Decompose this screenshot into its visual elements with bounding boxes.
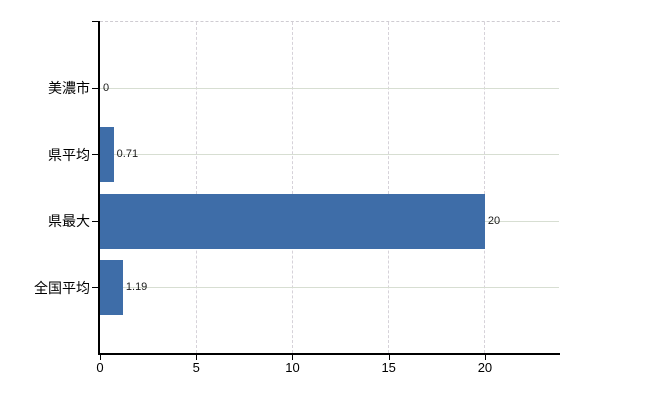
x-axis-tick-label: 15 xyxy=(381,360,396,375)
y-axis-end-tick xyxy=(92,21,99,22)
y-axis-line xyxy=(98,21,100,355)
category-label: 全国平均 xyxy=(34,279,90,296)
category-label: 美濃市 xyxy=(48,80,90,96)
value-label: 20 xyxy=(487,214,501,227)
value-label: 0.71 xyxy=(116,148,139,160)
x-axis-tick xyxy=(388,355,390,360)
value-label: 1.19 xyxy=(125,281,148,293)
x-axis-line xyxy=(98,353,560,355)
vertical-gridline xyxy=(291,22,293,353)
x-axis-tick xyxy=(484,355,486,360)
category-label: 県最大 xyxy=(48,213,90,229)
vertical-gridline xyxy=(388,22,390,353)
x-axis-tick-label: 5 xyxy=(192,360,200,375)
bar xyxy=(100,127,114,182)
x-axis-tick-label: 20 xyxy=(477,360,493,375)
y-axis-tick xyxy=(92,154,99,155)
horizontal-gridline xyxy=(100,87,559,89)
vertical-gridline xyxy=(195,22,197,353)
bar xyxy=(100,193,485,249)
bar xyxy=(100,260,123,315)
vertical-gridline xyxy=(484,22,486,353)
y-axis-tick xyxy=(92,220,99,222)
value-label: 0 xyxy=(103,81,110,94)
y-axis-tick xyxy=(92,87,99,89)
horizontal-gridline xyxy=(100,154,559,155)
y-axis-tick xyxy=(92,287,99,288)
plot-top-border xyxy=(100,21,560,22)
category-label: 県平均 xyxy=(48,146,90,163)
x-axis-tick xyxy=(100,355,101,360)
x-axis-tick xyxy=(196,355,198,360)
x-axis-tick xyxy=(292,355,294,360)
x-axis-tick-label: 10 xyxy=(285,360,300,375)
x-axis-tick-label: 0 xyxy=(96,360,104,375)
horizontal-gridline xyxy=(100,287,559,288)
